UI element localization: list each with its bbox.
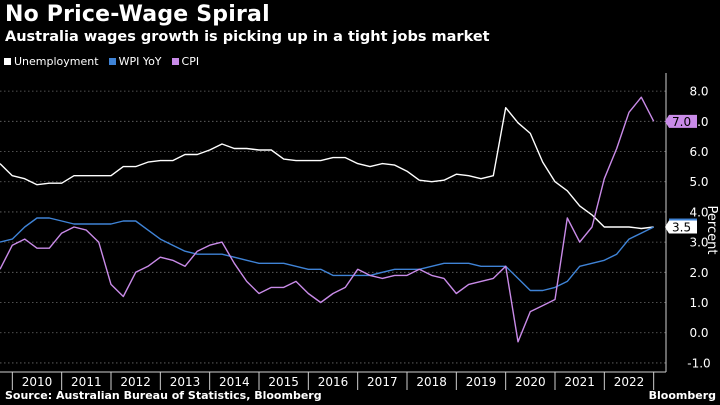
series-line-unemployment bbox=[0, 106, 654, 230]
x-tick-label: 2010 bbox=[22, 375, 53, 389]
x-tick-label: 2017 bbox=[367, 375, 398, 389]
y-tick-label: 4.0 bbox=[689, 205, 708, 219]
y-tick-label: -1.0 bbox=[687, 356, 710, 370]
y-tick-label: 2.0 bbox=[689, 266, 708, 280]
end-label-box bbox=[665, 114, 697, 128]
legend-label-unemployment: Unemployment bbox=[14, 55, 99, 68]
end-label-cpi: 7.0 bbox=[665, 114, 697, 129]
legend-label-cpi: CPI bbox=[181, 55, 200, 68]
y-tick-label: 1.0 bbox=[689, 296, 708, 310]
end-label-text: 3.5 bbox=[672, 221, 691, 235]
legend-swatch-unemployment bbox=[4, 58, 11, 65]
end-label-wpi-yoy: 3.5 bbox=[665, 218, 697, 235]
legend-item-cpi: CPI bbox=[171, 55, 200, 68]
x-tick-label: 2012 bbox=[120, 375, 151, 389]
x-tick-label: 2013 bbox=[170, 375, 201, 389]
legend-item-unemployment: Unemployment bbox=[4, 55, 99, 68]
x-tick-label: 2021 bbox=[564, 375, 595, 389]
chart-title: No Price-Wage Spiral bbox=[5, 2, 270, 27]
legend-swatch-wpi bbox=[108, 58, 116, 65]
series-line-wpi-yoy bbox=[0, 217, 655, 292]
y-tick-label: 0.0 bbox=[689, 326, 708, 340]
end-label-text: 7.0 bbox=[672, 115, 691, 129]
x-tick-label: 2018 bbox=[416, 375, 447, 389]
y-tick-label: 5.0 bbox=[689, 175, 708, 189]
x-tick-label: 2014 bbox=[219, 375, 250, 389]
legend-swatch-cpi bbox=[171, 58, 179, 65]
legend-item-wpi: WPI YoY bbox=[108, 55, 162, 68]
series-line-cpi bbox=[0, 96, 655, 343]
y-axis-label: Percent bbox=[704, 206, 719, 255]
y-tick-label: 6.0 bbox=[689, 145, 708, 159]
y-tick-label: 8.0 bbox=[689, 85, 708, 99]
end-label-box bbox=[665, 220, 697, 234]
legend: Unemployment WPI YoY CPI bbox=[4, 55, 199, 68]
source-note: Source: Australian Bureau of Statistics,… bbox=[5, 389, 322, 402]
x-tick-label: 2011 bbox=[71, 375, 102, 389]
bloomberg-logo: Bloomberg bbox=[648, 389, 716, 402]
x-tick-label: 2022 bbox=[614, 375, 645, 389]
y-tick-label: 3.0 bbox=[689, 236, 708, 250]
x-tick-label: 2019 bbox=[466, 375, 497, 389]
chart-subtitle: Australia wages growth is picking up in … bbox=[5, 29, 490, 45]
x-tick-label: 2016 bbox=[318, 375, 349, 389]
x-tick-label: 2015 bbox=[268, 375, 299, 389]
end-label-accent bbox=[669, 218, 697, 221]
x-tick-label: 2020 bbox=[515, 375, 546, 389]
legend-label-wpi: WPI YoY bbox=[118, 55, 162, 68]
